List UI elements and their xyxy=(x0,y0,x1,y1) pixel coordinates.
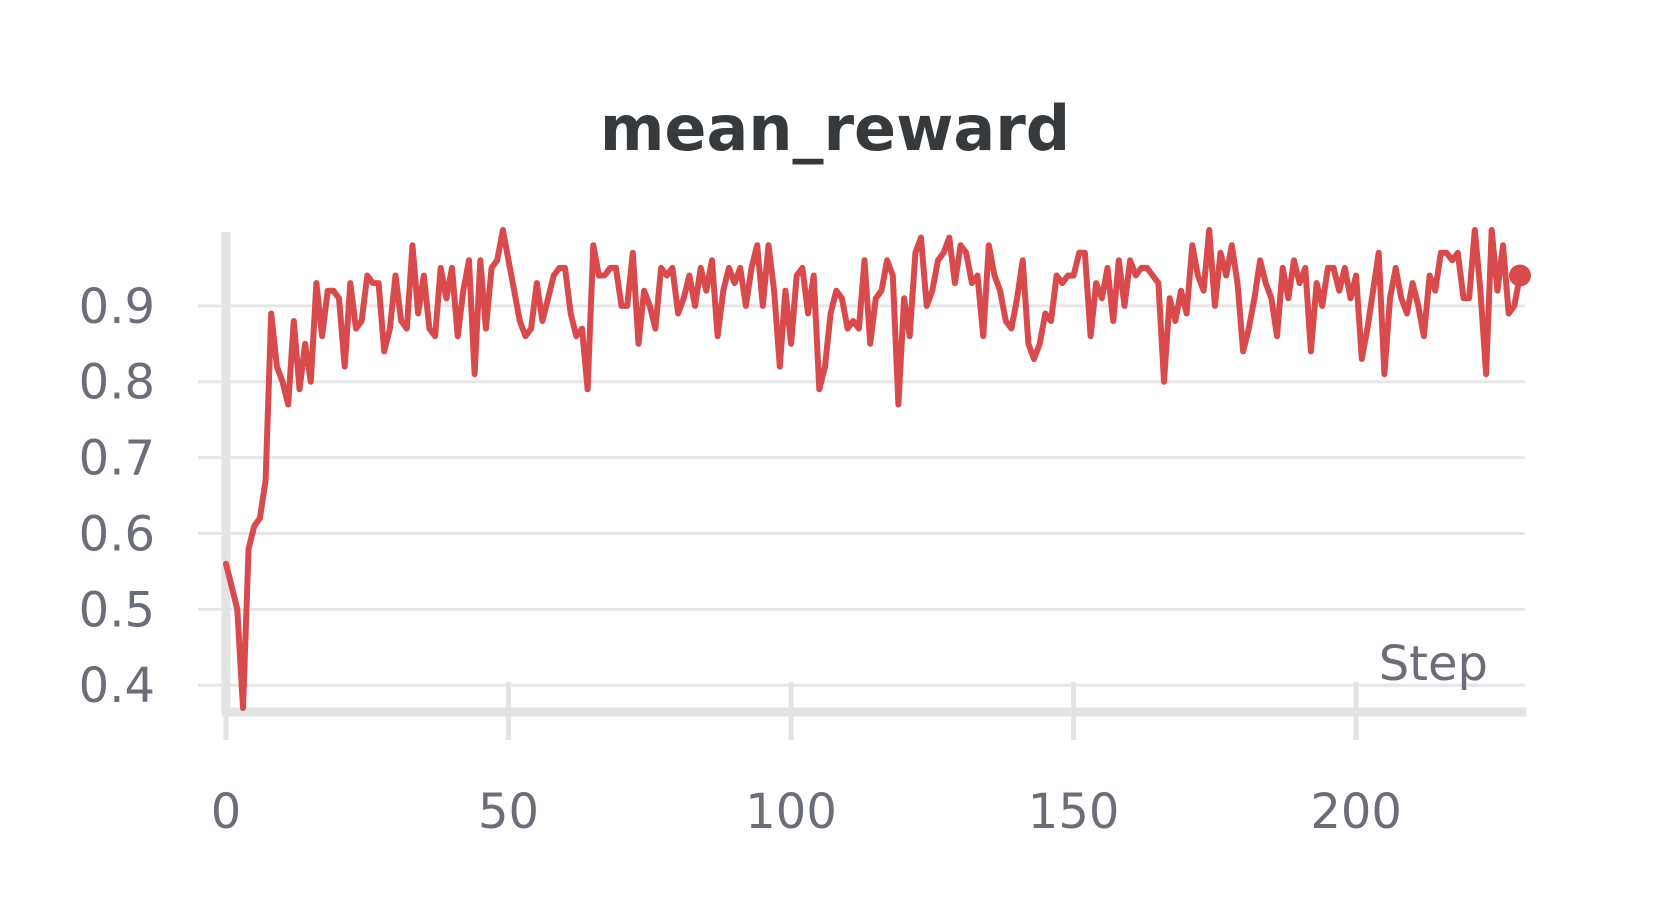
x-axis-label: Step xyxy=(1379,636,1488,692)
x-tick-label: 150 xyxy=(1028,784,1120,840)
x-tick-label: 100 xyxy=(745,784,837,840)
y-tick-label: 0.4 xyxy=(79,658,155,714)
x-tick-label: 0 xyxy=(211,784,242,840)
series-line xyxy=(223,227,1523,711)
series-end-point xyxy=(1509,264,1531,287)
axis-layer xyxy=(221,232,1526,740)
y-tick-label: 0.6 xyxy=(79,506,155,562)
tick-label-layer: 0.4 0.5 0.6 0.7 0.8 0.9 0 50 100 150 200 xyxy=(79,279,1402,840)
y-tick-label: 0.7 xyxy=(79,431,155,487)
y-tick-label: 0.5 xyxy=(79,582,155,638)
x-tick-label: 200 xyxy=(1310,784,1402,840)
y-tick-label: 0.9 xyxy=(79,279,155,335)
grid-layer xyxy=(198,304,1525,687)
x-tick-label: 50 xyxy=(478,784,539,840)
series-layer xyxy=(223,227,1531,711)
chart-title: mean_reward xyxy=(600,92,1070,165)
y-tick-label: 0.8 xyxy=(79,355,155,411)
